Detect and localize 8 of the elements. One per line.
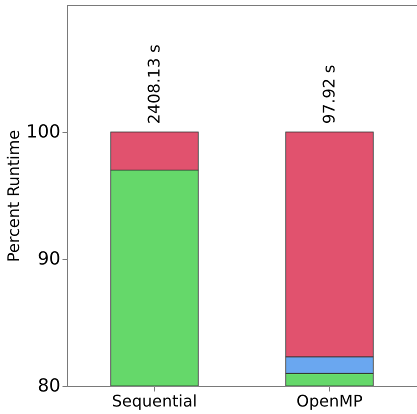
annotation: 2408.13 s — [144, 44, 164, 124]
annotation: 97.92 s — [320, 64, 338, 124]
x-tick-label: Sequential — [112, 392, 198, 410]
x-tick-label: OpenMP — [296, 392, 363, 410]
y-axis-title: Percent Runtime — [4, 130, 24, 262]
y-tick-label: 100 — [26, 122, 60, 142]
y-tick-label: 80 — [38, 376, 60, 396]
y-tick-label: 90 — [38, 248, 60, 270]
